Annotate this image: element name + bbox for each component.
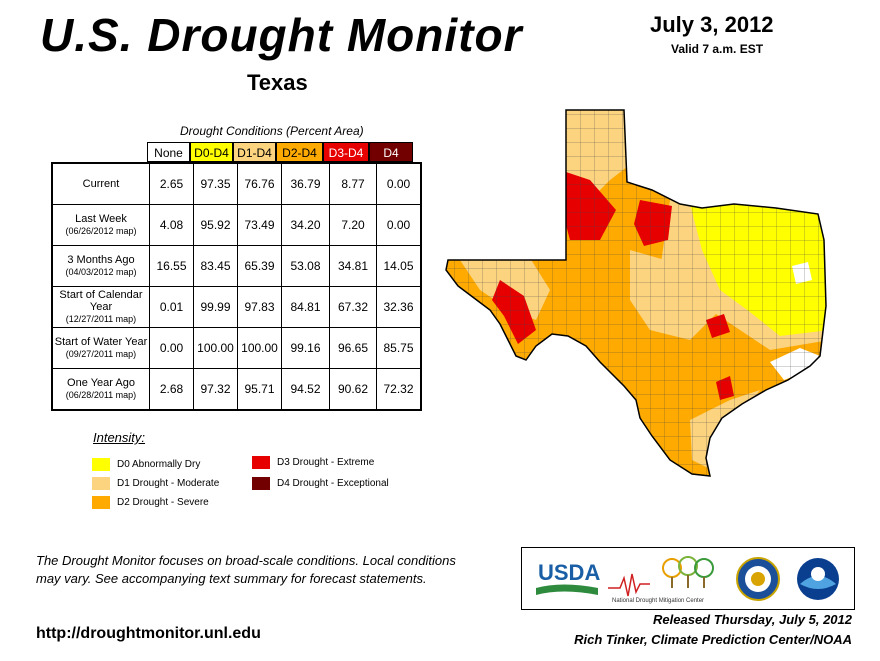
table-cell: 16.55 xyxy=(149,245,194,287)
table-cell: 0.01 xyxy=(149,286,194,328)
website-url[interactable]: http://droughtmonitor.unl.edu xyxy=(36,625,261,642)
table-cell: 100.00 xyxy=(193,327,238,369)
table-cell: 0.00 xyxy=(376,204,422,246)
table-cell: 72.32 xyxy=(376,368,422,411)
column-header: D4 xyxy=(369,142,413,162)
row-label: Start of Calendar Year (12/27/2011 map) xyxy=(51,286,150,328)
table-cell: 32.36 xyxy=(376,286,422,328)
table-cell: 4.08 xyxy=(149,204,194,246)
table-row: One Year Ago (06/28/2011 map) 2.68 97.32 95.… xyxy=(51,368,422,411)
table-cell: 99.16 xyxy=(281,327,330,369)
legend-label: D1 Drought - Moderate xyxy=(117,478,220,489)
column-header: D1-D4 xyxy=(233,142,276,162)
table-cell: 94.52 xyxy=(281,368,330,411)
legend-label: D4 Drought - Exceptional xyxy=(277,478,389,489)
doc-seal-icon xyxy=(736,557,780,601)
row-label-text: One Year Ago xyxy=(67,377,135,389)
svg-text:National Drought Mitigation Ce: National Drought Mitigation Center xyxy=(612,598,704,604)
legend-label: D2 Drought - Severe xyxy=(117,497,209,508)
row-label-date: (04/03/2012 map) xyxy=(65,267,137,277)
table-row: Last Week (06/26/2012 map) 4.08 95.92 73.49 3… xyxy=(51,204,422,246)
column-header: D2-D4 xyxy=(276,142,323,162)
table-cell: 85.75 xyxy=(376,327,422,369)
table-cell: 97.83 xyxy=(237,286,282,328)
table-cell: 95.71 xyxy=(237,368,282,411)
table-cell: 65.39 xyxy=(237,245,282,287)
row-label-text: Last Week xyxy=(75,213,127,225)
legend-swatch xyxy=(92,458,110,471)
table-cell: 73.49 xyxy=(237,204,282,246)
table-cell: 34.81 xyxy=(329,245,377,287)
table-cell: 14.05 xyxy=(376,245,422,287)
table-cell: 0.00 xyxy=(149,327,194,369)
table-cell: 90.62 xyxy=(329,368,377,411)
svg-text:USDA: USDA xyxy=(538,560,600,585)
table-cell: 100.00 xyxy=(237,327,282,369)
legend-swatch xyxy=(252,456,270,469)
table-cell: 83.45 xyxy=(193,245,238,287)
table-cell: 53.08 xyxy=(281,245,330,287)
table-caption: Drought Conditions (Percent Area) xyxy=(180,124,364,138)
table-row: Current 2.65 97.35 76.76 36.79 8.77 0.00 xyxy=(51,162,422,205)
table-cell: 97.35 xyxy=(193,162,238,205)
table-cell: 95.92 xyxy=(193,204,238,246)
table-cell: 8.77 xyxy=(329,162,377,205)
row-label: One Year Ago (06/28/2011 map) xyxy=(51,368,150,411)
row-label-text: Start of Calendar Year xyxy=(59,289,143,313)
disclaimer-text: The Drought Monitor focuses on broad-sca… xyxy=(36,553,456,586)
column-header: D0-D4 xyxy=(190,142,233,162)
table-cell: 2.65 xyxy=(149,162,194,205)
row-label-text: 3 Months Ago xyxy=(67,254,135,266)
table-cell: 0.00 xyxy=(376,162,422,205)
table-cell: 76.76 xyxy=(237,162,282,205)
row-label: Last Week (06/26/2012 map) xyxy=(51,204,150,246)
table-row: Start of Calendar Year (12/27/2011 map) 0.… xyxy=(51,286,422,328)
row-label: 3 Months Ago (04/03/2012 map) xyxy=(51,245,150,287)
table-cell: 97.32 xyxy=(193,368,238,411)
texas-drought-map xyxy=(445,109,827,477)
release-date: Released Thursday, July 5, 2012 xyxy=(653,612,852,627)
map-date: July 3, 2012 xyxy=(650,12,774,37)
legend-label: D3 Drought - Extreme xyxy=(277,457,375,468)
legend-label: D0 Abnormally Dry xyxy=(117,459,201,470)
row-label-date: (12/27/2011 map) xyxy=(65,314,137,324)
legend-swatch xyxy=(92,496,110,509)
table-cell: 67.32 xyxy=(329,286,377,328)
row-label: Current xyxy=(51,162,150,205)
table-cell: 7.20 xyxy=(329,204,377,246)
row-label-date: (06/28/2011 map) xyxy=(65,390,137,400)
partner-logos-box: USDA National Drought Mitigation Center xyxy=(521,547,855,610)
legend-swatch xyxy=(92,477,110,490)
table-cell: 96.65 xyxy=(329,327,377,369)
noaa-logo xyxy=(797,558,839,600)
table-row: 3 Months Ago (04/03/2012 map) 16.55 83.45 65… xyxy=(51,245,422,287)
column-header: D3-D4 xyxy=(323,142,369,162)
legend-swatch xyxy=(252,477,270,490)
row-label-date: (09/27/2011 map) xyxy=(65,349,137,359)
row-label-text: Current xyxy=(82,178,120,190)
row-label: Start of Water Year (09/27/2011 map) xyxy=(51,327,150,369)
ndmc-logo: National Drought Mitigation Center xyxy=(608,556,714,604)
main-title: U.S. Drought Monitor xyxy=(40,9,523,61)
state-name: Texas xyxy=(247,70,308,95)
drought-conditions-table: Current 2.65 97.35 76.76 36.79 8.77 0.00 Last W… xyxy=(51,162,422,411)
row-label-date: (06/26/2012 map) xyxy=(65,226,137,236)
table-cell: 34.20 xyxy=(281,204,330,246)
legend-title: Intensity: xyxy=(93,430,146,445)
column-header: None xyxy=(147,142,190,162)
valid-time: Valid 7 a.m. EST xyxy=(671,42,764,56)
table-cell: 99.99 xyxy=(193,286,238,328)
row-label-text: Start of Water Year xyxy=(54,336,148,348)
table-cell: 36.79 xyxy=(281,162,330,205)
table-cell: 2.68 xyxy=(149,368,194,411)
usda-logo: USDA xyxy=(536,560,600,595)
table-row: Start of Water Year (09/27/2011 map) 0.00 1… xyxy=(51,327,422,369)
table-cell: 84.81 xyxy=(281,286,330,328)
author-credit: Rich Tinker, Climate Prediction Center/N… xyxy=(574,632,852,647)
